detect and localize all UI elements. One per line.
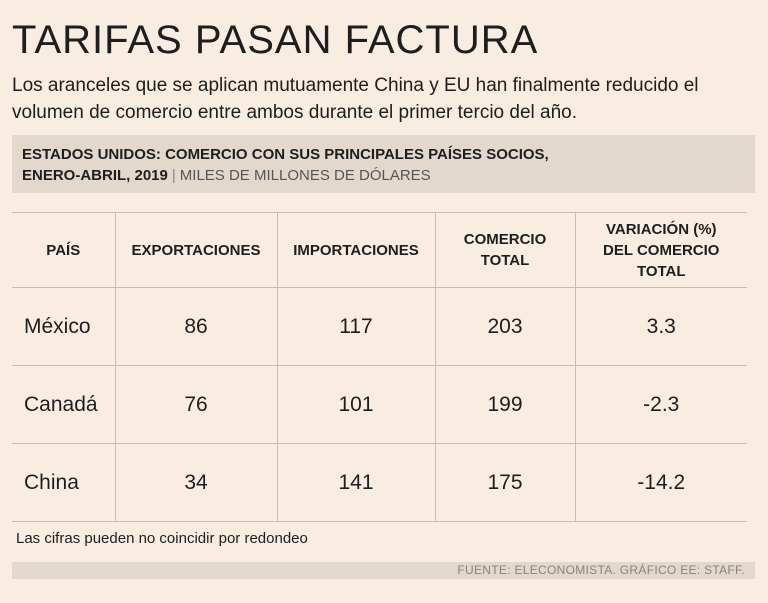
cell-variation: -2.3: [574, 365, 747, 444]
cell-country: China: [12, 443, 115, 522]
column-header-total: COMERCIO TOTAL: [434, 212, 575, 288]
column-header-exports: EXPORTACIONES: [114, 212, 277, 288]
cell-variation: 3.3: [574, 287, 747, 366]
table-caption-unit: MILES DE MILLONES DE DÓLARES: [179, 167, 431, 184]
column-header-variation: VARIACIÓN (%) DEL COMERCIO TOTAL: [574, 212, 747, 288]
cell-country: Canadá: [12, 365, 115, 444]
table-caption-period: ENERO-ABRIL, 2019: [22, 167, 168, 184]
cell-total: 199: [434, 365, 575, 444]
cell-exports: 34: [114, 443, 277, 522]
table-row: México 86 117 203 3.3: [12, 287, 747, 366]
chart-title: TARIFAS PASAN FACTURA: [12, 18, 539, 62]
chart-subtitle: Los aranceles que se aplican mutuamente …: [12, 75, 699, 123]
caption-separator: |: [171, 167, 176, 184]
rounding-note: Las cifras pueden no coincidir por redon…: [16, 530, 308, 547]
table-caption-line2: ENERO-ABRIL, 2019 | MILES DE MILLONES DE D…: [22, 165, 755, 186]
cell-exports: 76: [114, 365, 277, 444]
source-credit: FUENTE: ELECONOMISTA. GRÁFICO EE: STAFF.: [12, 562, 755, 579]
cell-imports: 141: [276, 443, 435, 522]
table-caption-line1: ESTADOS UNIDOS: COMERCIO CON SUS PRINCIP…: [22, 146, 549, 163]
cell-variation: -14.2: [574, 443, 747, 522]
table-caption: ESTADOS UNIDOS: COMERCIO CON SUS PRINCIP…: [12, 135, 755, 193]
cell-imports: 101: [276, 365, 435, 444]
column-header-country: PAÍS: [12, 212, 115, 288]
cell-imports: 117: [276, 287, 435, 366]
cell-total: 203: [434, 287, 575, 366]
cell-exports: 86: [114, 287, 277, 366]
trade-table: PAÍS EXPORTACIONES IMPORTACIONES COMERCI…: [12, 212, 747, 522]
cell-country: México: [12, 287, 115, 366]
cell-total: 175: [434, 443, 575, 522]
column-header-imports: IMPORTACIONES: [276, 212, 435, 288]
table-row: China 34 141 175 -14.2: [12, 443, 747, 522]
table-header-row: PAÍS EXPORTACIONES IMPORTACIONES COMERCI…: [12, 212, 747, 288]
table-row: Canadá 76 101 199 -2.3: [12, 365, 747, 444]
